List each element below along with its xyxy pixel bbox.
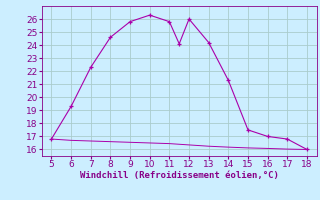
X-axis label: Windchill (Refroidissement éolien,°C): Windchill (Refroidissement éolien,°C): [80, 171, 279, 180]
